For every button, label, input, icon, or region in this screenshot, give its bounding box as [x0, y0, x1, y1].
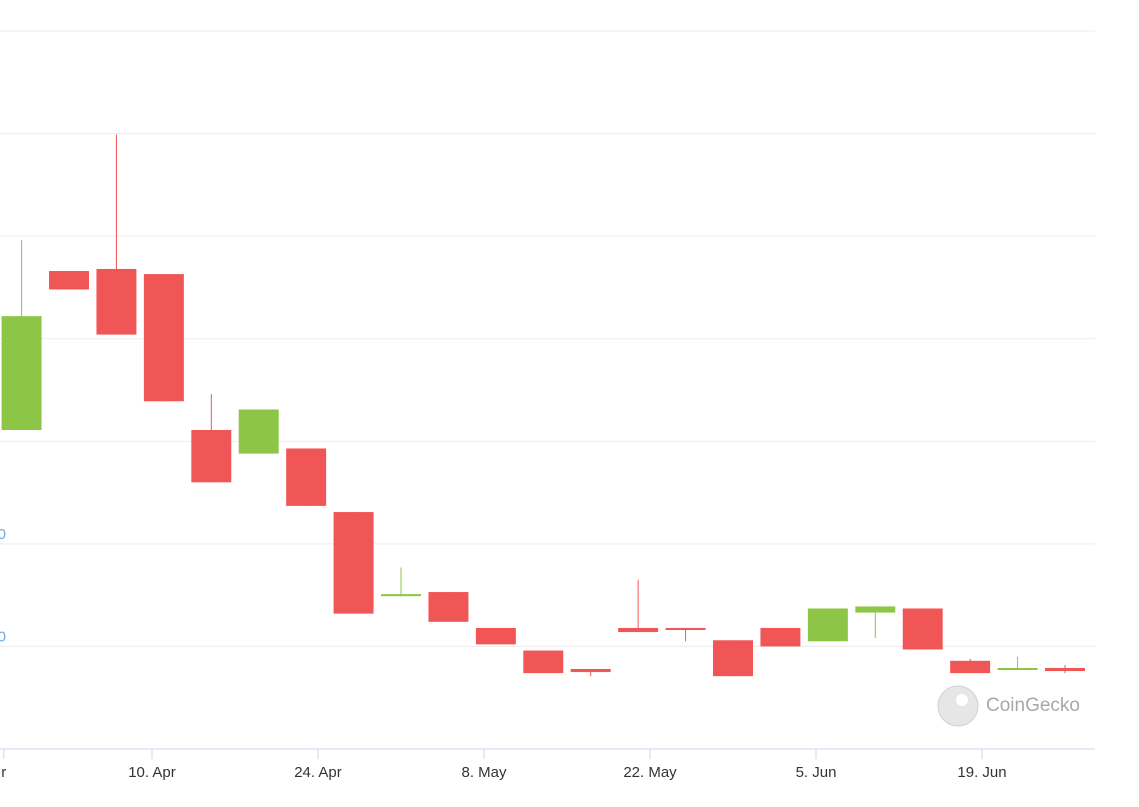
candle-body [523, 650, 564, 674]
candle-body [807, 608, 848, 642]
x-tick-label: 5. Jun [796, 764, 837, 781]
x-tick-label: r [1, 764, 6, 781]
candle-body [950, 660, 991, 674]
candle-body [760, 627, 801, 647]
x-tick-label: 8. May [461, 764, 507, 781]
x-tick-label: 10. Apr [128, 764, 176, 781]
y-tick-label: 0 [0, 526, 6, 543]
candle-body [381, 594, 421, 597]
candle-body [191, 430, 232, 483]
watermark-logo-eye [956, 694, 968, 706]
watermark: CoinGecko [937, 685, 1080, 727]
candle-body [997, 667, 1038, 671]
candle-body [1, 316, 42, 431]
candle-body [713, 640, 753, 677]
watermark-text: CoinGecko [986, 695, 1080, 716]
y-tick-label: 0 [0, 628, 6, 645]
candle-body [902, 608, 943, 650]
candle-body [238, 409, 279, 454]
candle-body [428, 592, 469, 622]
candle-body [475, 627, 516, 645]
candle-body [96, 268, 137, 335]
candle-body [143, 274, 184, 402]
candle-body [286, 448, 327, 506]
candle-body [855, 606, 896, 613]
x-tick-label: 22. May [623, 764, 677, 781]
watermark-logo [937, 685, 979, 727]
candle-body [49, 271, 89, 290]
candle-body [570, 668, 611, 673]
x-tick-label: 19. Jun [957, 764, 1006, 781]
candle-body [665, 627, 706, 631]
candle-body [618, 627, 659, 633]
candle-body [1045, 667, 1085, 672]
candle-body [333, 512, 374, 614]
x-tick-label: 24. Apr [294, 764, 342, 781]
